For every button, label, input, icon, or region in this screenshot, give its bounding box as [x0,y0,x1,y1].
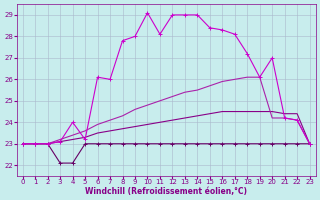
X-axis label: Windchill (Refroidissement éolien,°C): Windchill (Refroidissement éolien,°C) [85,187,247,196]
